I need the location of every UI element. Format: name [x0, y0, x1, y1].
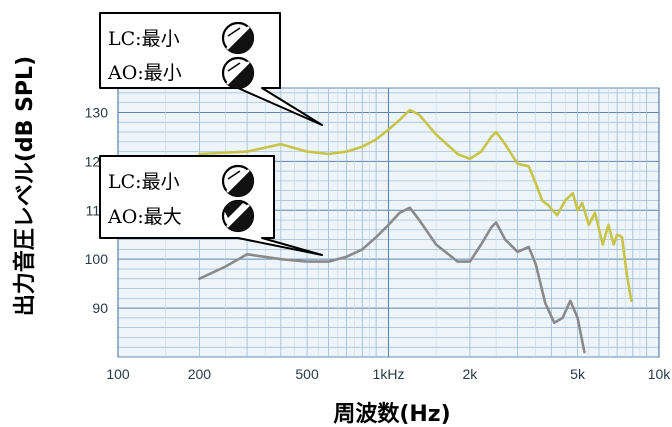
- knob-min-icon: [221, 164, 255, 198]
- y-axis-label: 出力音圧レベル(dB SPL): [12, 56, 38, 316]
- y-tick-label: 90: [92, 300, 108, 316]
- x-tick-label: 100: [106, 366, 130, 382]
- x-tick-label: 1kHz: [373, 366, 405, 382]
- x-tick-label: 10k: [648, 366, 672, 382]
- x-axis-label: 周波数(Hz): [333, 401, 450, 427]
- y-tick-label: 130: [85, 104, 109, 120]
- y-tick-label: 100: [85, 251, 109, 267]
- callout-top: LC:最小 AO:最小: [99, 12, 323, 126]
- x-tick-label: 2k: [463, 366, 479, 382]
- x-tick-label: 5k: [570, 366, 586, 382]
- callout-bottom-line1: LC:最小: [108, 171, 180, 193]
- series-layer: [198, 108, 633, 354]
- callout-bottom-line2: AO:最大: [107, 206, 182, 228]
- callout-bottom: LC:最小 AO:最大: [99, 155, 323, 256]
- x-tick-label: 200: [188, 366, 212, 382]
- knob-min-icon: [221, 56, 255, 90]
- callout-top-line2: AO:最小: [107, 62, 182, 84]
- callout-top-line1: LC:最小: [108, 28, 180, 50]
- x-tick-label: 500: [295, 366, 319, 382]
- knob-min-icon: [221, 21, 255, 55]
- series-line-2: [198, 206, 586, 354]
- series-line-1: [198, 108, 633, 303]
- knob-max-icon: [221, 199, 255, 233]
